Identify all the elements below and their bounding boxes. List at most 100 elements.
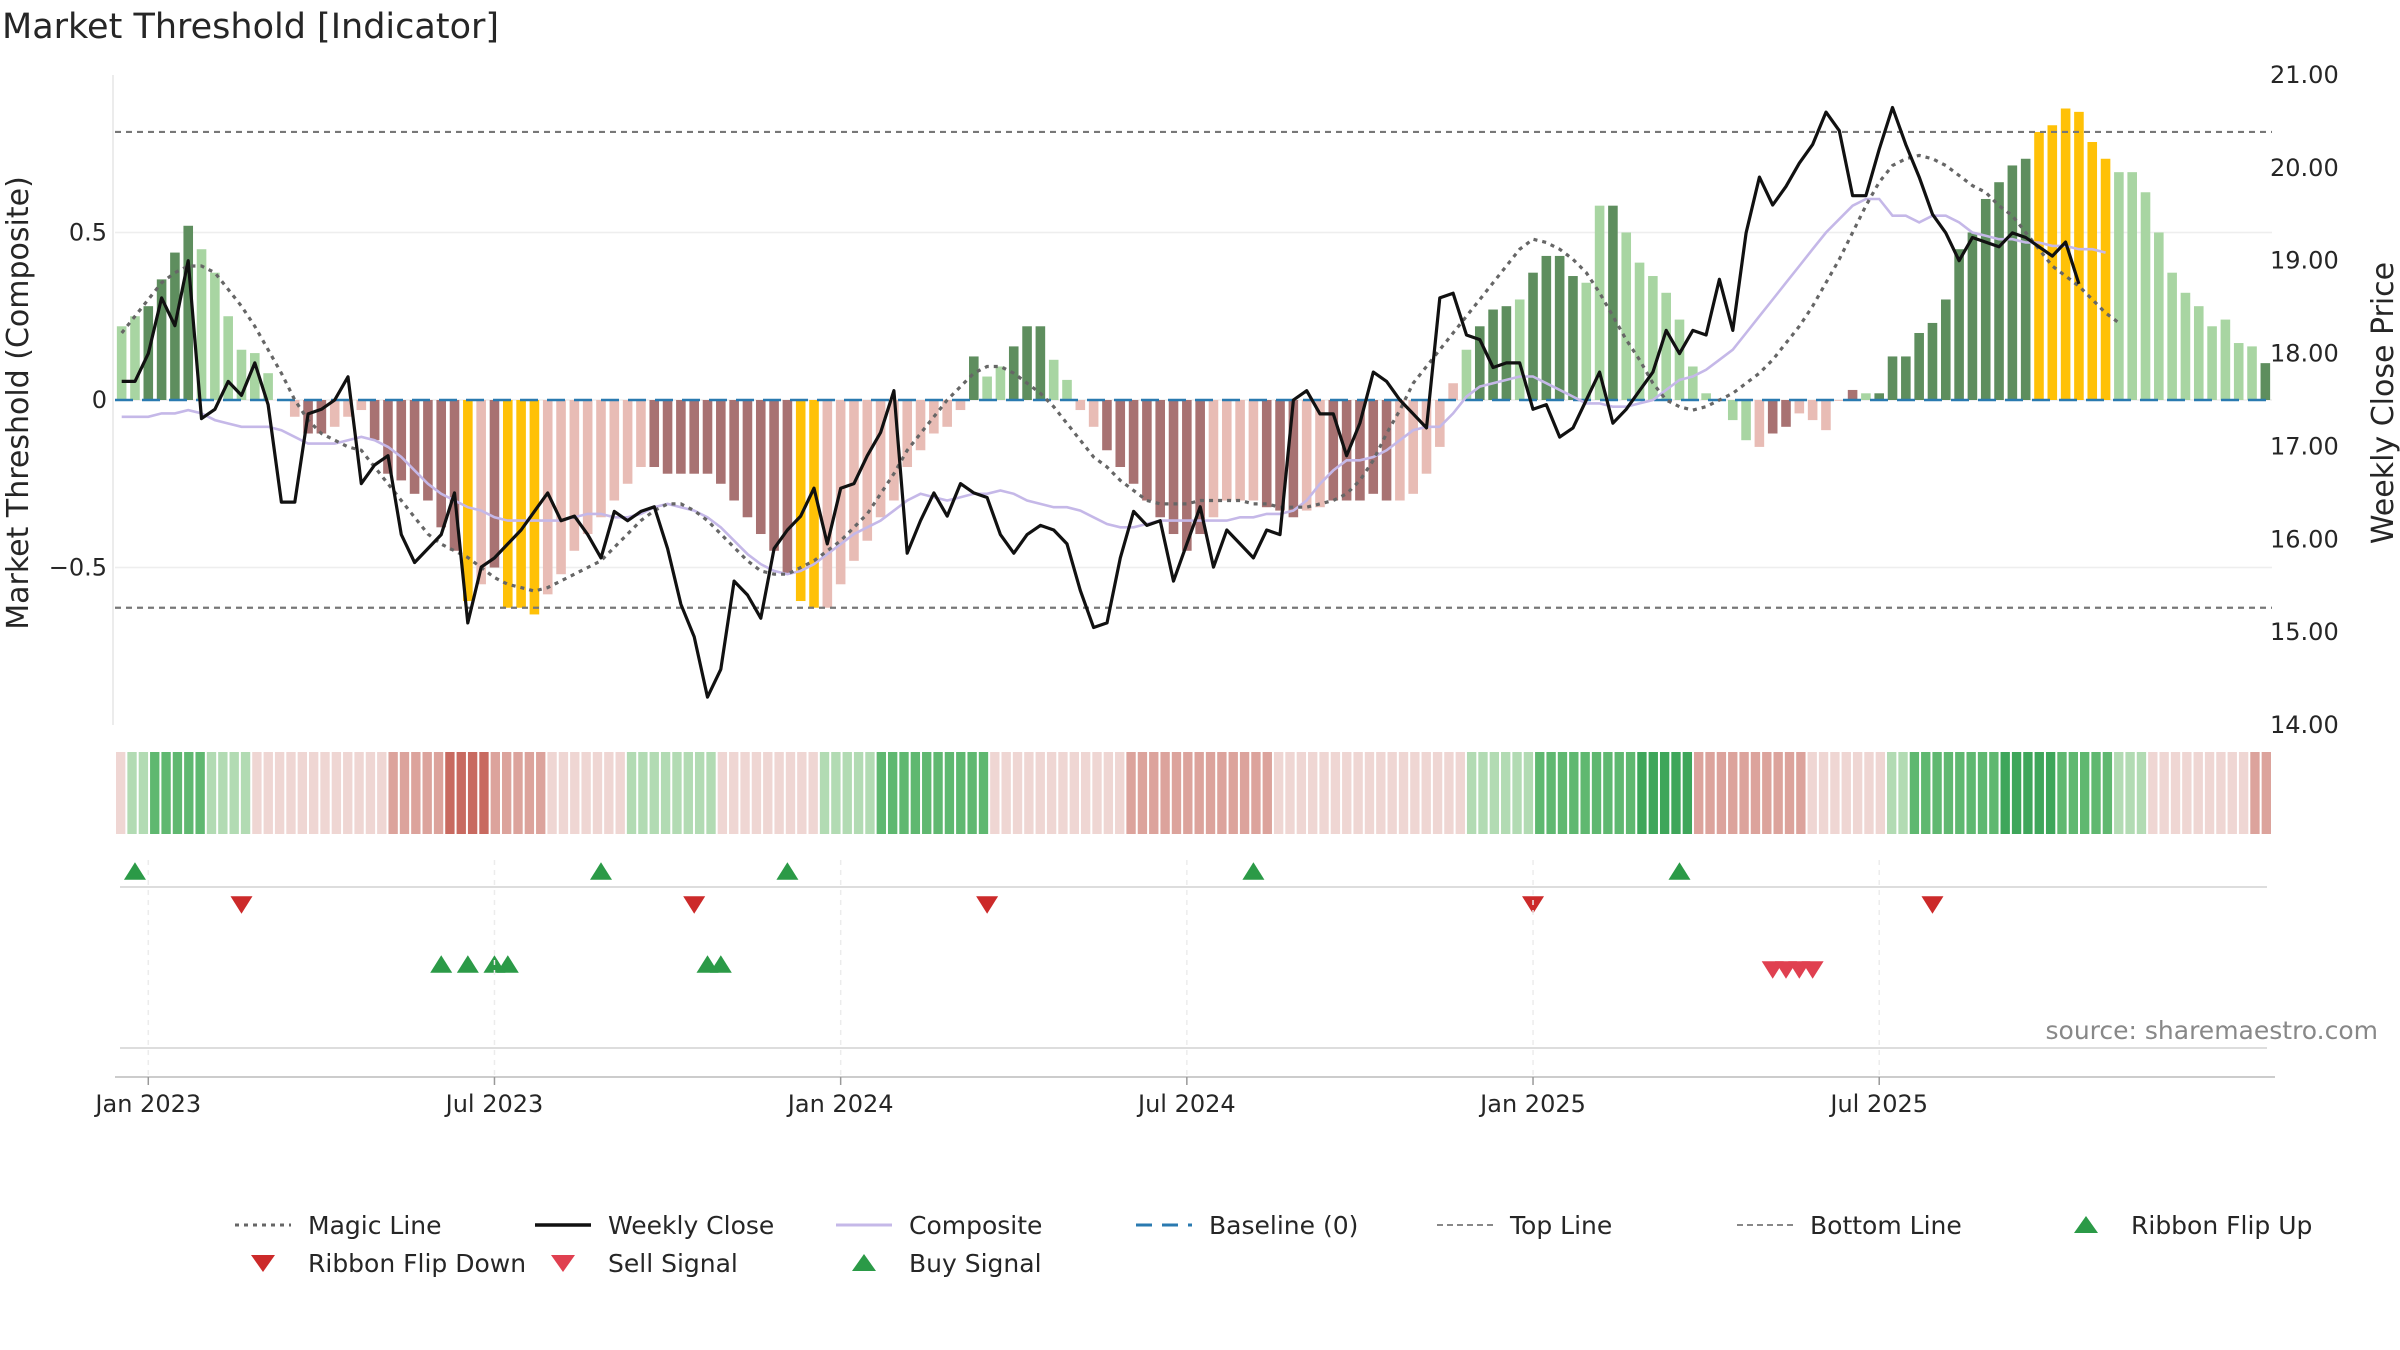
composite-bar [782,400,793,575]
ribbon-cell [1205,752,1216,834]
ribbon-cell [1239,752,1250,834]
composite-bar [822,400,833,608]
ribbon-cell [365,752,376,834]
ribbon-cell [127,752,137,834]
ribbon-cell [2170,752,2181,834]
composite-bar [1022,326,1032,400]
composite-bar [2100,158,2111,400]
composite-bar [556,400,566,575]
ribbon-cell [308,752,319,834]
ribbon-cell [320,752,330,834]
ribbon-cell [206,752,217,834]
ribbon-cell [1183,752,1193,834]
ribbon-cell [2080,752,2090,834]
composite-bar [196,249,207,400]
composite-bar [1767,400,1778,434]
composite-bar [1062,379,1072,400]
composite-bar [1674,319,1685,400]
composite-bar [2260,363,2271,400]
composite-bar [1940,299,1951,400]
composite-bar [1155,400,1166,518]
composite-bar [343,400,353,417]
ribbon-cell [967,752,977,834]
composite-bar [1754,400,1765,447]
ribbon-cell [1001,752,1011,834]
composite-bar [609,400,620,501]
ribbon-cell [1909,752,1920,834]
composite-bar [676,400,686,474]
legend-item-sell-signal: Sell Signal [551,1249,738,1278]
x-tick-label: Jul 2025 [1828,1090,1928,1118]
ribbon-cell [1887,752,1897,834]
ribbon-cell [1262,752,1272,834]
legend-item-top-line: Top Line [1437,1211,1612,1240]
ribbon-cell [445,752,455,834]
ribbon-cell [831,752,841,834]
y2-tick-label: 20.00 [2270,154,2339,182]
composite-bar [1102,400,1112,451]
y2-tick-label: 18.00 [2270,340,2339,368]
ribbon-cell [1841,752,1851,834]
composite-bar [2034,131,2044,401]
ribbon-cell [990,752,1000,834]
ribbon-cell [1046,752,1057,834]
composite-bar [1075,400,1086,411]
source-label: source: sharemaestro.com [2046,1016,2379,1045]
buy-signal-marker [456,955,479,973]
x-tick-label: Jan 2023 [93,1090,201,1118]
ribbon-cell [1330,752,1341,834]
composite-bar [649,400,660,468]
composite-bar [795,400,806,602]
composite-bar [1608,205,1618,400]
ribbon-cell [1796,752,1806,834]
ribbon-cell [1228,752,1238,834]
ribbon-cell [876,752,886,834]
ribbon-cell [513,752,523,834]
ribbon-cell [1160,752,1170,834]
ribbon-cell [763,752,773,834]
ribbon-cell [1784,752,1795,834]
ribbon-cell [2204,752,2215,834]
composite-bar [636,400,646,468]
composite-bar [915,400,926,451]
ribbon-cell [751,752,762,834]
composite-bar [130,316,140,400]
ribbon-cell [1830,752,1840,834]
y-tick-label: −0.5 [49,554,107,582]
composite-bar [1488,309,1498,400]
composite-bar [2193,306,2204,400]
ribbon-cell [1603,752,1613,834]
ribbon-cell [1058,752,1068,834]
sell-signal-marker [1801,961,1824,979]
composite-bar [596,400,606,518]
y-tick-label: 0.5 [69,218,107,246]
ribbon-cell [1977,752,1988,834]
ribbon-cell [1149,752,1159,834]
composite-bar [2233,343,2244,400]
ribbon-cell [536,752,546,834]
composite-bar [1741,400,1751,441]
ribbon-cell [2136,752,2147,834]
ribbon-cell [1421,752,1431,834]
ribbon-cell [1455,752,1465,834]
y-axis-label: Market Threshold (Composite) [1,176,36,630]
ribbon-cell [1478,752,1488,834]
ribbon-cell [1024,752,1034,834]
composite-bar [1554,255,1565,400]
ribbon-cell [1466,752,1477,834]
composite-bar [1315,400,1325,508]
ribbon-cell [456,752,466,834]
ribbon-cell [547,752,557,834]
composite-bar [702,400,713,474]
composite-bar [1195,400,1205,535]
ribbon-cell [354,752,364,834]
ribbon-cell [1489,752,1500,834]
ribbon-cell [887,752,898,834]
composite-bar [1821,400,1831,431]
ribbon-cell [1512,752,1522,834]
ribbon-cell [195,752,205,834]
ribbon-cell [1376,752,1386,834]
ribbon-cell [1648,752,1658,834]
ribbon-cell [2250,752,2260,834]
ribbon-cell [1535,752,1545,834]
